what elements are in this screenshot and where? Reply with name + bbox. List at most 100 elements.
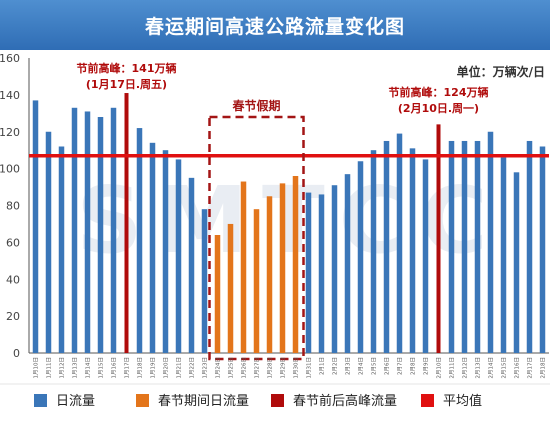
legend-label-festival: 春节期间日流量	[158, 394, 249, 409]
bar-peak	[436, 124, 441, 353]
bar-daily	[344, 174, 351, 353]
x-tick-label: 1月18日	[137, 357, 144, 379]
x-tick-label: 1月26日	[241, 357, 248, 379]
bar-festival	[266, 196, 273, 353]
x-tick-label: 1月10日	[33, 357, 40, 379]
x-tick-label: 1月25日	[228, 357, 235, 379]
x-tick-label: 1月30日	[293, 357, 300, 379]
bar-daily	[357, 161, 364, 353]
legend-swatch-peak	[271, 394, 284, 407]
bar-daily	[201, 209, 208, 353]
bar-daily	[383, 140, 390, 353]
y-tick-label: 20	[6, 310, 20, 323]
bar-peak	[124, 93, 129, 353]
x-tick-label: 2月15日	[501, 357, 508, 379]
x-tick-label: 2月4日	[358, 357, 365, 375]
bar-daily	[331, 185, 338, 353]
x-tick-label: 2月10日	[436, 357, 443, 379]
x-tick-label: 1月22日	[189, 357, 196, 379]
x-tick-label: 2月17日	[527, 357, 534, 379]
x-tick-label: 1月24日	[215, 357, 222, 379]
legend-label-peak: 春节前后高峰流量	[293, 393, 397, 409]
bar-festival	[227, 223, 234, 353]
x-tick-label: 2月2日	[332, 357, 339, 375]
x-tick-label: 1月14日	[85, 357, 92, 379]
x-tick-label: 1月13日	[72, 357, 79, 379]
bar-daily	[162, 150, 169, 353]
x-tick-label: 1月31日	[306, 357, 313, 379]
x-tick-label: 1月21日	[176, 357, 183, 379]
x-tick-label: 1月20日	[163, 357, 170, 379]
title-bar: 春运期间高速公路流量变化图	[0, 0, 550, 50]
x-tick-label: 2月3日	[345, 357, 352, 375]
bar-daily	[32, 100, 39, 353]
x-tick-label: 1月27日	[254, 357, 261, 379]
bar-daily	[58, 146, 65, 353]
x-tick-label: 1月11日	[46, 357, 53, 379]
bar-daily	[318, 194, 325, 353]
y-tick-label: 100	[0, 163, 20, 176]
bar-daily	[370, 150, 377, 353]
x-tick-label: 2月7日	[397, 357, 404, 375]
x-tick-label: 2月14日	[488, 357, 495, 379]
bar-daily	[149, 142, 156, 353]
unit-label: 单位：万辆次/日	[457, 64, 545, 79]
x-tick-label: 1月15日	[98, 357, 105, 379]
x-tick-label: 1月19日	[150, 357, 157, 379]
bar-festival	[292, 176, 299, 353]
legend-label-average: 平均值	[443, 393, 482, 409]
x-tick-label: 2月6日	[384, 357, 391, 375]
x-tick-label: 2月18日	[540, 357, 547, 379]
bar-daily	[474, 140, 481, 353]
bar-daily	[305, 192, 312, 353]
bar-daily	[409, 148, 416, 353]
bar-daily	[513, 172, 520, 353]
y-tick-label: 0	[13, 347, 20, 360]
x-tick-label: 2月13日	[475, 357, 482, 379]
chart-title: 春运期间高速公路流量变化图	[144, 15, 405, 38]
x-tick-label: 1月29日	[280, 357, 287, 379]
bar-festival	[214, 235, 221, 353]
x-tick-label: 1月12日	[59, 357, 66, 379]
y-tick-label: 60	[6, 236, 20, 249]
x-tick-label: 2月11日	[449, 357, 456, 379]
bar-daily	[487, 131, 494, 353]
bar-daily	[526, 140, 533, 353]
bar-daily	[461, 140, 468, 353]
festival-box-label: 春节假期	[231, 98, 280, 113]
bar-festival	[240, 181, 247, 353]
bar-daily	[539, 146, 546, 353]
annotation-line1: 节前高峰：141万辆	[77, 61, 177, 75]
bar-daily	[448, 140, 455, 353]
x-tick-label: 2月8日	[410, 357, 417, 375]
x-tick-label: 2月1日	[319, 357, 326, 375]
annotation-line1: 节前高峰：124万辆	[389, 85, 489, 99]
x-tick-label: 1月28日	[267, 357, 274, 379]
bar-daily	[500, 157, 507, 353]
legend-label-daily: 日流量	[56, 394, 95, 409]
legend-swatch-festival	[136, 394, 149, 407]
bar-daily	[422, 159, 429, 353]
y-tick-label: 120	[0, 126, 20, 139]
y-tick-label: 80	[6, 200, 20, 213]
y-tick-label: 140	[0, 89, 20, 102]
bar-daily	[175, 159, 182, 353]
x-tick-label: 2月16日	[514, 357, 521, 379]
x-tick-label: 1月17日	[124, 357, 131, 379]
y-tick-label: 40	[6, 273, 20, 286]
x-tick-label: 1月16日	[111, 357, 118, 379]
festival-box	[208, 115, 305, 361]
x-tick-label: 2月9日	[423, 357, 430, 375]
bar-daily	[188, 177, 195, 353]
x-tick-label: 2月5日	[371, 357, 378, 375]
bar-festival	[279, 183, 286, 353]
bar-daily	[97, 117, 104, 353]
bar-daily	[396, 133, 403, 353]
bar-festival	[253, 209, 260, 353]
bar-daily	[84, 111, 91, 353]
x-tick-label: 2月12日	[462, 357, 469, 379]
bar-daily	[110, 107, 117, 353]
y-tick-label: 160	[0, 52, 20, 65]
bar-daily	[136, 128, 143, 353]
